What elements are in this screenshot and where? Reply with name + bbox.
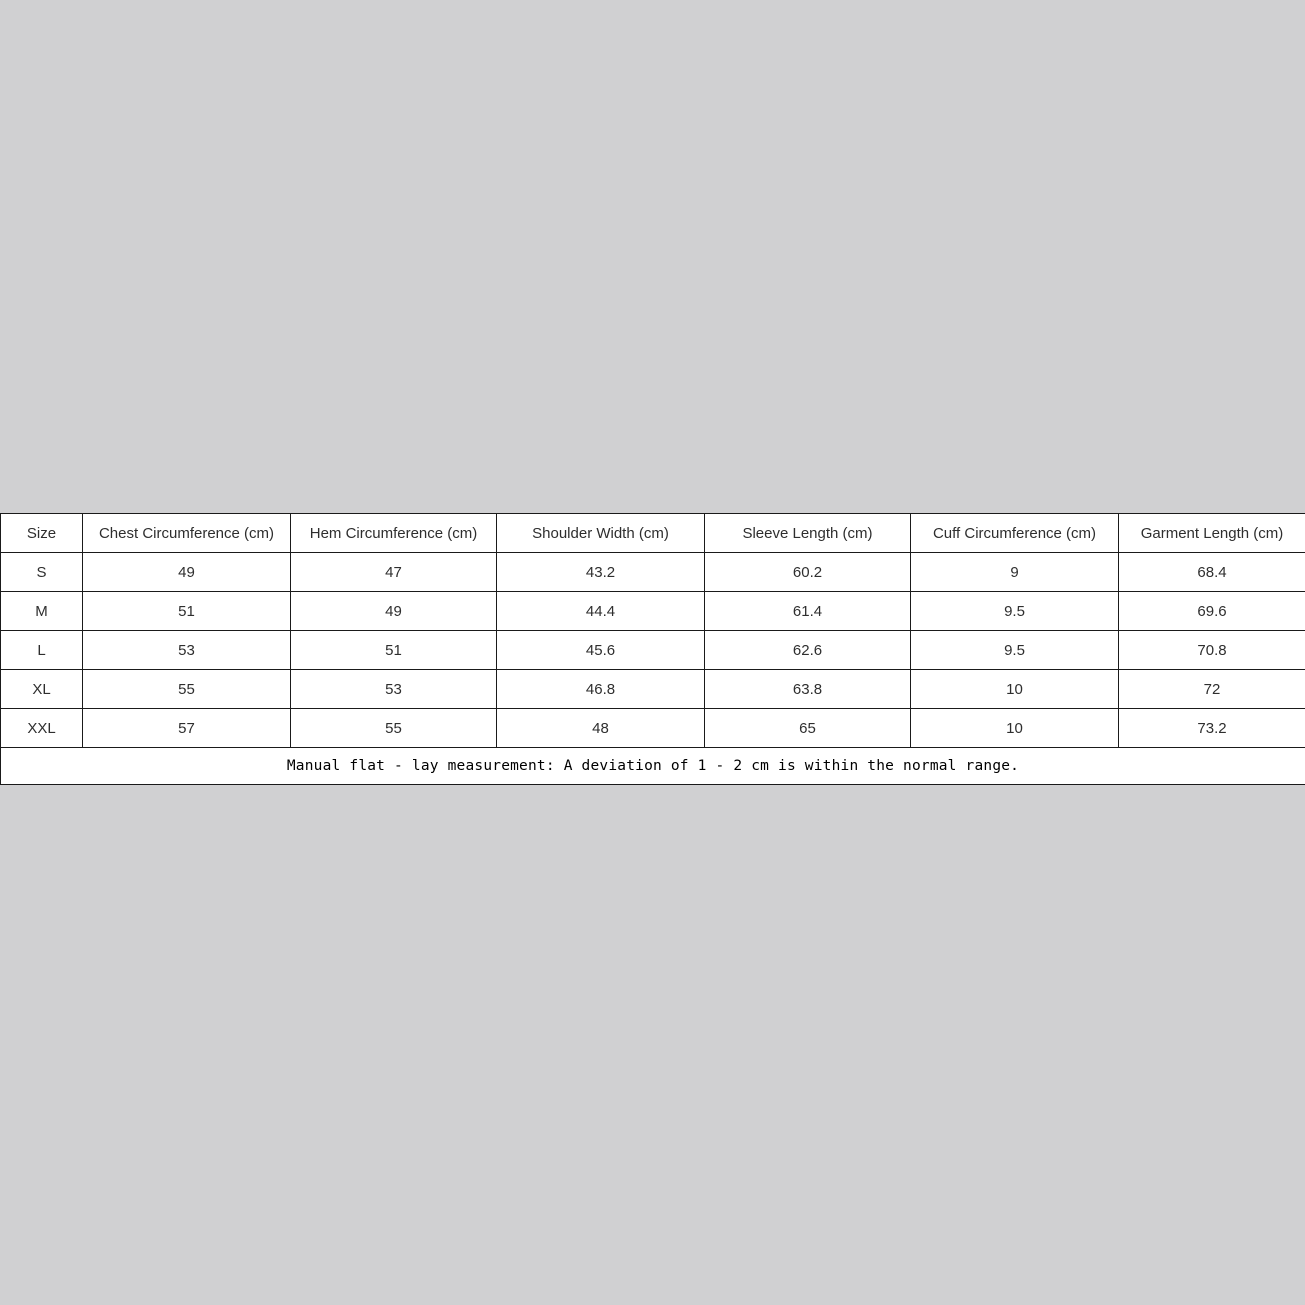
measurement-cell: 48 [496,708,705,748]
measurement-cell: 45.6 [496,630,705,670]
size-chart-body: S 49 47 43.2 60.2 9 68.4 M 51 49 44.4 61.4 9.5 69.6 L 5… [0,552,1305,748]
column-header: Cuff Circumference (cm) [910,513,1119,553]
measurement-cell: 61.4 [704,591,911,631]
column-header: Shoulder Width (cm) [496,513,705,553]
column-header: Chest Circumference (cm) [82,513,291,553]
measurement-cell: 55 [82,669,291,709]
size-chart-table: Size Chest Circumference (cm) Hem Circumfe… [0,513,1305,785]
measurement-cell: 53 [290,669,497,709]
measurement-cell: 49 [290,591,497,631]
table-row: L 53 51 45.6 62.6 9.5 70.8 [0,630,1305,670]
column-header: Size [0,513,83,553]
table-note-row: Manual flat - lay measurement: A deviati… [0,747,1305,785]
table-header-row: Size Chest Circumference (cm) Hem Circumfe… [0,513,1305,553]
measurement-cell: 9 [910,552,1119,592]
measurement-cell: 70.8 [1118,630,1305,670]
measurement-cell: 73.2 [1118,708,1305,748]
measurement-cell: 51 [82,591,291,631]
measurement-cell: 69.6 [1118,591,1305,631]
measurement-cell: 68.4 [1118,552,1305,592]
measurement-cell: 10 [910,708,1119,748]
measurement-note: Manual flat - lay measurement: A deviati… [0,747,1305,785]
table-row: XXL 57 55 48 65 10 73.2 [0,708,1305,748]
measurement-cell: 51 [290,630,497,670]
table-row: S 49 47 43.2 60.2 9 68.4 [0,552,1305,592]
measurement-cell: 10 [910,669,1119,709]
size-chart-header-row: Size Chest Circumference (cm) Hem Circumfe… [0,513,1305,553]
size-label-cell: M [0,591,83,631]
measurement-cell: 46.8 [496,669,705,709]
measurement-cell: 53 [82,630,291,670]
measurement-cell: 55 [290,708,497,748]
measurement-cell: 60.2 [704,552,911,592]
table-row: M 51 49 44.4 61.4 9.5 69.6 [0,591,1305,631]
measurement-cell: 63.8 [704,669,911,709]
column-header: Hem Circumference (cm) [290,513,497,553]
measurement-cell: 9.5 [910,630,1119,670]
measurement-cell: 57 [82,708,291,748]
size-label-cell: S [0,552,83,592]
size-label-cell: XXL [0,708,83,748]
column-header: Garment Length (cm) [1118,513,1305,553]
measurement-cell: 44.4 [496,591,705,631]
table-row: XL 55 53 46.8 63.8 10 72 [0,669,1305,709]
measurement-cell: 62.6 [704,630,911,670]
measurement-cell: 65 [704,708,911,748]
column-header: Sleeve Length (cm) [704,513,911,553]
measurement-cell: 49 [82,552,291,592]
measurement-cell: 72 [1118,669,1305,709]
size-label-cell: XL [0,669,83,709]
measurement-cell: 47 [290,552,497,592]
measurement-cell: 9.5 [910,591,1119,631]
measurement-cell: 43.2 [496,552,705,592]
size-label-cell: L [0,630,83,670]
